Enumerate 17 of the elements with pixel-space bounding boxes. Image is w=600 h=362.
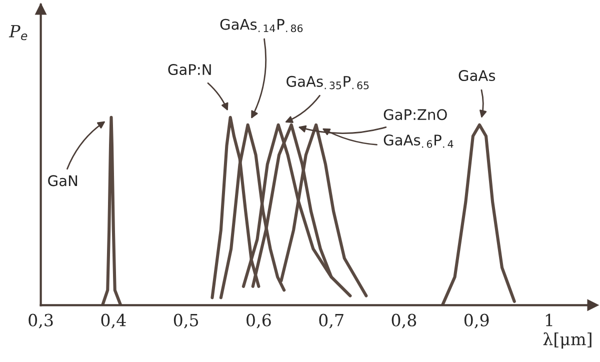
x-tick-label: 0,3 [28,314,53,328]
text: GaAs [458,70,496,82]
legend-label: GaAs$_{.6}$P$_{.4}$ [384,134,454,148]
x-tick-label: 0,8 [392,314,416,328]
x-tick-label: 1 [546,314,552,326]
x-tick-label: 0,7 [319,314,344,328]
text: GaP:ZnO [384,109,447,120]
text: GaN [48,175,78,186]
y-axis-title: P$_{e}$ [8,25,28,40]
x-axis-title: λ[μm] [543,332,592,349]
x-tick-label: 0,4 [101,314,126,328]
text: GaP:N [168,64,211,76]
text: GaAs$_{.35}$P$_{.65}$ [286,76,369,90]
x-tick-label: 0,5 [174,314,198,328]
x-tick-label: 0,9 [464,314,489,328]
x-tick-label: 0,6 [246,314,271,328]
text: GaAs$_{.14}$P$_{.86}$ [220,18,303,32]
